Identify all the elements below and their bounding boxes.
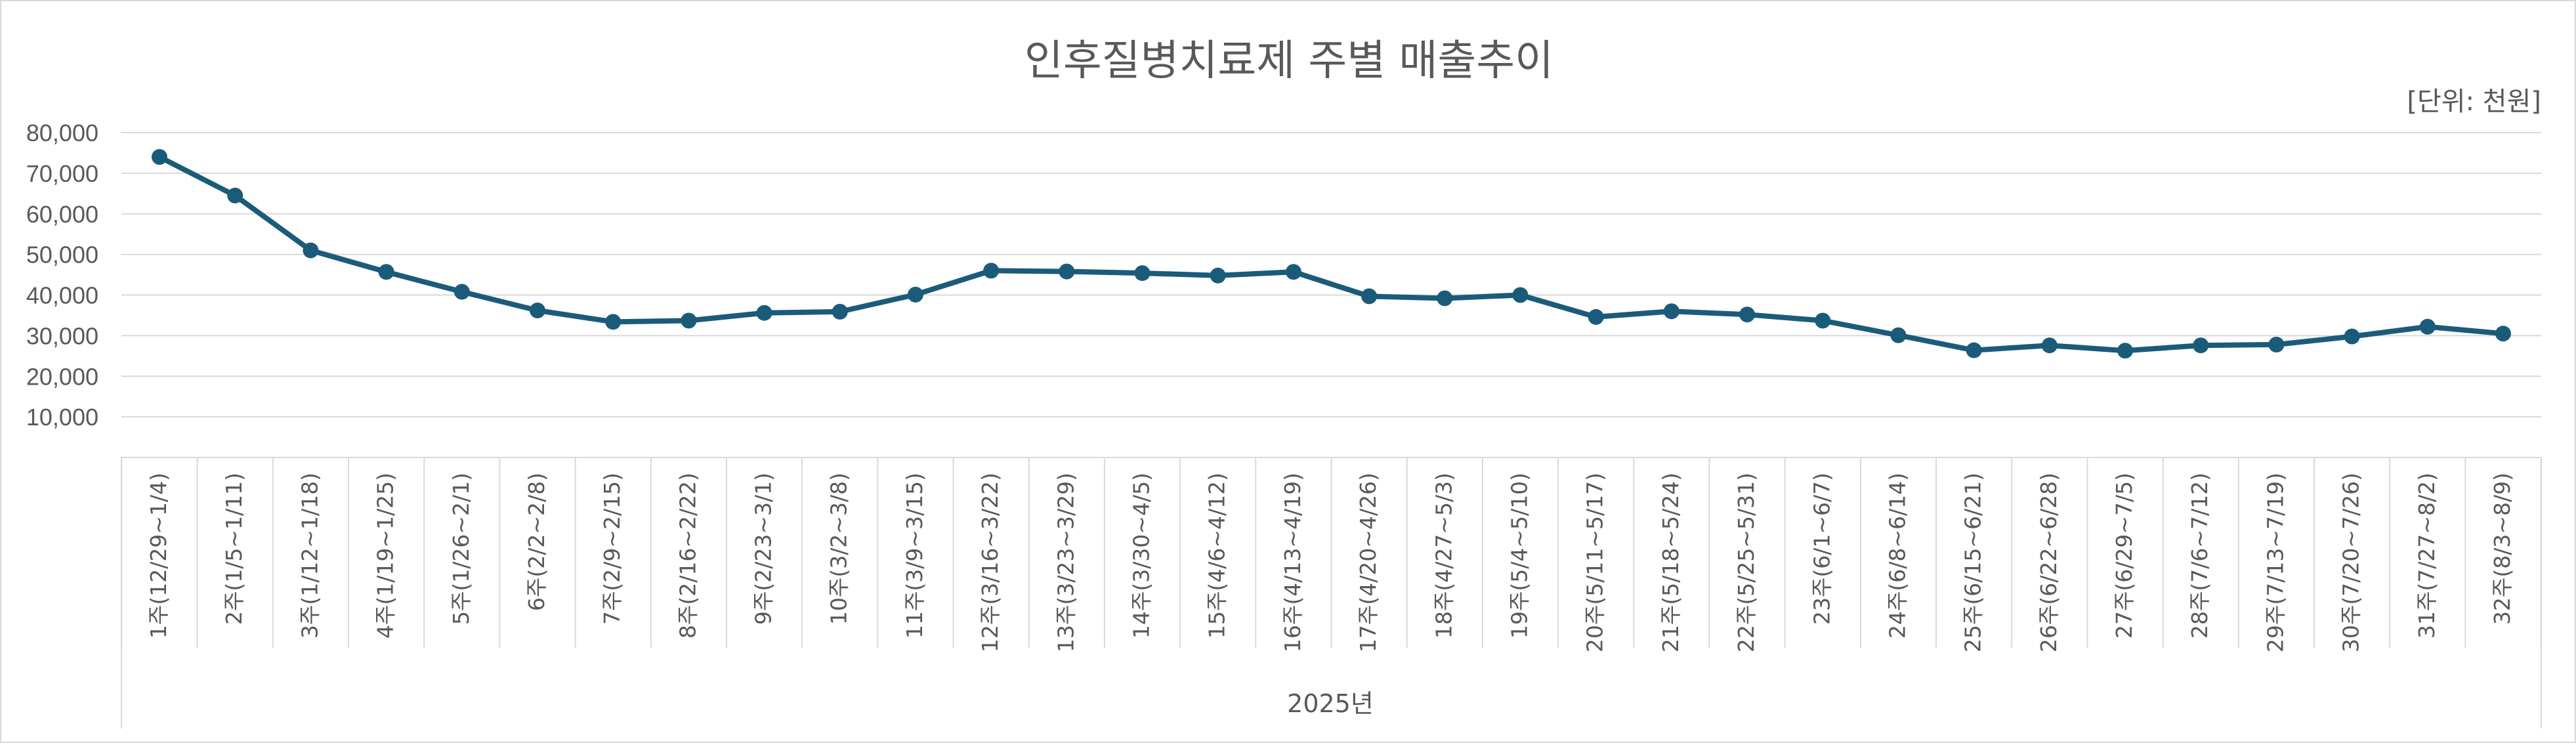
series-line <box>157 154 2506 354</box>
y-tick-label: 60,000 <box>26 201 98 228</box>
y-tick-label: 80,000 <box>26 119 98 146</box>
gridlines <box>121 132 2541 418</box>
x-tick-label: 31주(7/27~8/2) <box>2414 473 2439 639</box>
data-point <box>1739 307 1756 323</box>
data-point <box>378 264 394 280</box>
x-tick-label: 17주(4/20~4/26) <box>1355 473 1381 652</box>
data-point <box>907 286 923 303</box>
unit-note: [단위: 천원] <box>2407 87 2541 117</box>
x-tick-label: 12주(3/16~3/22) <box>977 473 1003 652</box>
series-markers <box>152 149 2511 359</box>
data-point <box>1285 264 1301 280</box>
y-tick-label: 30,000 <box>26 322 98 349</box>
x-tick-label: 18주(4/27~5/3) <box>1431 473 1456 639</box>
y-tick-label: 10,000 <box>26 404 98 431</box>
x-tick-label: 24주(6/8~6/14) <box>1884 473 1910 639</box>
x-tick-label: 15주(4/6~4/12) <box>1204 473 1230 639</box>
x-tick-label: 26주(6/22~6/28) <box>2036 473 2061 652</box>
data-point <box>681 312 697 329</box>
x-tick-label: 21주(5/18~5/24) <box>1658 473 1683 652</box>
y-tick-label: 50,000 <box>26 242 98 268</box>
data-point <box>2117 343 2134 359</box>
x-tick-label: 28주(7/6~7/12) <box>2187 473 2212 639</box>
data-point <box>1663 303 1679 320</box>
x-tick-label: 16주(4/13~4/19) <box>1280 473 1305 652</box>
x-tick-label: 11주(3/9~3/15) <box>902 473 927 639</box>
data-point <box>2041 337 2058 354</box>
data-point <box>1512 287 1529 303</box>
x-tick-label: 25주(6/15~6/21) <box>1960 473 1986 652</box>
data-point <box>1361 288 1378 305</box>
x-tick-label: 27주(6/29~7/5) <box>2111 473 2137 639</box>
data-point <box>605 314 622 330</box>
data-point <box>1059 263 1075 280</box>
x-tick-label: 6주(2/2~2/8) <box>524 473 549 611</box>
data-point <box>227 187 243 203</box>
x-tick-label: 5주(1/26~2/1) <box>448 473 474 625</box>
data-point <box>1134 265 1151 282</box>
x-tick-label: 7주(2/9~2/15) <box>599 473 625 625</box>
data-point <box>1966 342 1982 358</box>
data-point <box>2495 326 2511 342</box>
data-point <box>2268 336 2285 352</box>
data-point <box>2193 337 2209 354</box>
x-tick-label: 4주(1/19~1/25) <box>373 473 398 639</box>
data-point <box>1890 327 1907 343</box>
series-line-path <box>157 154 2506 354</box>
y-tick-label: 40,000 <box>26 282 98 309</box>
data-point <box>2344 328 2360 345</box>
data-point <box>1588 308 1604 325</box>
data-point <box>1210 267 1226 284</box>
chart-title: 인후질병치료제 주별 매출추이 <box>1024 37 1553 85</box>
data-point <box>756 305 772 321</box>
x-tick-label: 20주(5/11~5/17) <box>1582 473 1608 652</box>
data-point <box>529 303 545 319</box>
x-tick-label: 23주(6/1~6/7) <box>1809 473 1834 625</box>
x-tick-label: 9주(2/23~3/1) <box>751 473 776 625</box>
data-point <box>832 303 848 320</box>
x-tick-label: 8주(2/16~2/22) <box>675 473 700 639</box>
x-tick-label: 1주(12/29~1/4) <box>146 473 171 639</box>
y-tick-label: 70,000 <box>26 160 98 187</box>
x-tick-label: 10주(3/2~3/8) <box>826 473 852 625</box>
data-point <box>983 263 1000 279</box>
x-axis-ticks: 1주(12/29~1/4) 2주(1/5~1/11) 3주(1/12~1/18) 4주… <box>146 473 2515 652</box>
x-tick-label: 30주(7/20~7/26) <box>2338 473 2364 652</box>
data-point <box>1815 312 1831 329</box>
data-point <box>303 242 319 259</box>
x-tick-label: 2주(1/5~1/11) <box>221 473 247 625</box>
data-point <box>454 284 470 300</box>
data-point <box>152 149 167 165</box>
data-point <box>2419 318 2436 335</box>
y-tick-label: 20,000 <box>26 363 98 390</box>
x-tick-label: 13주(3/23~3/29) <box>1053 473 1078 652</box>
data-point <box>1437 290 1453 307</box>
x-tick-label: 22주(5/25~5/31) <box>1733 473 1759 652</box>
x-group-label: 2025년 <box>1287 689 1374 718</box>
x-tick-label: 14주(3/30~4/5) <box>1129 473 1154 639</box>
x-tick-label: 29주(7/13~7/19) <box>2262 473 2288 652</box>
x-tick-label: 3주(1/12~1/18) <box>297 473 322 639</box>
x-tick-label: 32주(8/3~8/9) <box>2489 473 2515 625</box>
y-axis-ticks: 10,000 20,000 30,000 40,000 50,000 60,000 70,0… <box>26 119 98 431</box>
x-axis <box>121 457 2542 729</box>
x-tick-label: 19주(5/4~5/10) <box>1506 473 1532 639</box>
